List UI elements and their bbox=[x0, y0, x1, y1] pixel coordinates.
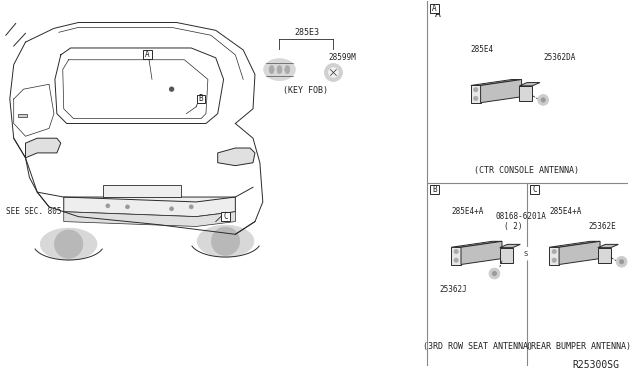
Polygon shape bbox=[64, 212, 236, 227]
Circle shape bbox=[125, 205, 129, 209]
Bar bbox=[430, 4, 439, 13]
Circle shape bbox=[474, 87, 478, 92]
Text: C: C bbox=[532, 185, 537, 194]
Circle shape bbox=[106, 204, 110, 208]
Text: R25300SG: R25300SG bbox=[573, 360, 620, 370]
Circle shape bbox=[519, 247, 532, 260]
Circle shape bbox=[616, 256, 627, 267]
Text: C: C bbox=[223, 212, 228, 221]
Text: 285E3: 285E3 bbox=[294, 28, 319, 37]
Circle shape bbox=[211, 227, 239, 255]
Ellipse shape bbox=[285, 65, 290, 74]
Text: 25362DA: 25362DA bbox=[543, 53, 575, 62]
Polygon shape bbox=[64, 197, 236, 217]
Text: (KEY FOB): (KEY FOB) bbox=[284, 86, 328, 95]
Polygon shape bbox=[481, 80, 522, 103]
Bar bbox=[18, 114, 28, 117]
Circle shape bbox=[538, 94, 548, 105]
Circle shape bbox=[54, 230, 83, 258]
Bar bbox=[196, 94, 205, 103]
Polygon shape bbox=[471, 80, 522, 86]
Text: A: A bbox=[145, 50, 149, 60]
Text: (3RD ROW SEAT ANTENNA): (3RD ROW SEAT ANTENNA) bbox=[422, 342, 532, 351]
Text: 285E4: 285E4 bbox=[470, 45, 494, 54]
Bar bbox=[221, 212, 230, 221]
Text: 08168-6201A: 08168-6201A bbox=[495, 212, 546, 221]
Polygon shape bbox=[461, 241, 502, 264]
Text: A: A bbox=[435, 9, 440, 19]
FancyBboxPatch shape bbox=[549, 247, 559, 264]
Circle shape bbox=[492, 271, 497, 276]
Bar bbox=[103, 185, 181, 197]
Text: SEE SEC. 805: SEE SEC. 805 bbox=[6, 207, 61, 216]
Polygon shape bbox=[26, 138, 61, 158]
Text: ( 2): ( 2) bbox=[504, 222, 522, 231]
Bar bbox=[598, 248, 611, 263]
Circle shape bbox=[170, 87, 173, 91]
Circle shape bbox=[454, 249, 458, 254]
Polygon shape bbox=[598, 244, 618, 248]
Circle shape bbox=[454, 258, 458, 262]
Circle shape bbox=[552, 258, 556, 262]
Text: (CTR CONSOLE ANTENNA): (CTR CONSOLE ANTENNA) bbox=[474, 166, 579, 175]
Polygon shape bbox=[451, 241, 502, 247]
Circle shape bbox=[541, 98, 545, 102]
Ellipse shape bbox=[264, 59, 295, 80]
Text: 25362E: 25362E bbox=[588, 222, 616, 231]
Polygon shape bbox=[520, 83, 540, 86]
Circle shape bbox=[189, 205, 193, 209]
Bar bbox=[530, 185, 539, 193]
Bar bbox=[500, 248, 513, 263]
Circle shape bbox=[170, 207, 173, 211]
Ellipse shape bbox=[40, 228, 97, 260]
Text: B: B bbox=[198, 94, 204, 103]
Text: 285E4+A: 285E4+A bbox=[451, 207, 483, 216]
Polygon shape bbox=[559, 241, 600, 264]
Text: A: A bbox=[432, 4, 436, 13]
Text: 25362J: 25362J bbox=[439, 285, 467, 294]
Circle shape bbox=[489, 268, 500, 279]
Bar bbox=[520, 86, 532, 101]
Ellipse shape bbox=[269, 65, 274, 74]
Text: 28599M: 28599M bbox=[328, 53, 356, 62]
Circle shape bbox=[474, 96, 478, 100]
FancyBboxPatch shape bbox=[451, 247, 461, 264]
Text: (REAR BUMPER ANTENNA): (REAR BUMPER ANTENNA) bbox=[526, 342, 631, 351]
Circle shape bbox=[620, 260, 624, 264]
FancyBboxPatch shape bbox=[471, 86, 481, 103]
Circle shape bbox=[324, 64, 342, 81]
Polygon shape bbox=[218, 148, 255, 166]
Circle shape bbox=[552, 249, 556, 254]
Bar bbox=[430, 185, 439, 193]
Text: S: S bbox=[524, 251, 528, 257]
Ellipse shape bbox=[197, 225, 254, 257]
Circle shape bbox=[328, 68, 339, 77]
Text: 285E4+A: 285E4+A bbox=[549, 207, 582, 216]
Polygon shape bbox=[500, 244, 520, 248]
Ellipse shape bbox=[277, 65, 282, 74]
Polygon shape bbox=[549, 241, 600, 247]
Text: B: B bbox=[432, 185, 436, 194]
Bar bbox=[143, 51, 152, 59]
